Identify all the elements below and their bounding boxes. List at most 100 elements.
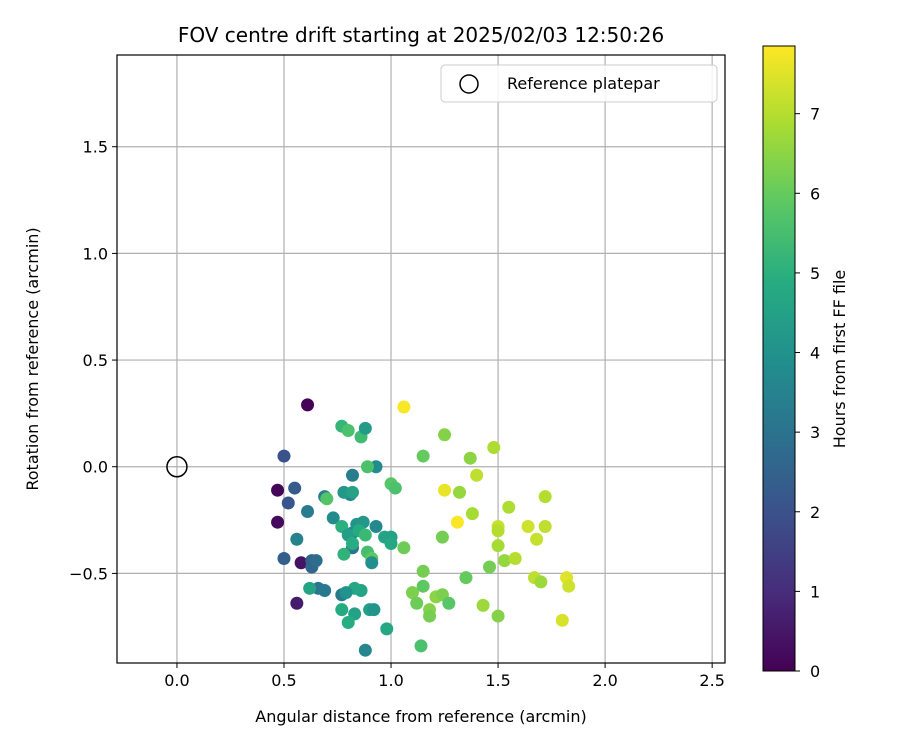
data-point [416, 449, 430, 463]
x-tick-label: 0.5 [271, 671, 296, 690]
grid-lines [117, 55, 725, 663]
data-point [290, 596, 304, 610]
data-point [405, 586, 419, 600]
data-point [463, 451, 477, 465]
y-tick-label: 1.0 [83, 244, 108, 263]
y-tick-label: 1.5 [83, 138, 108, 157]
data-point [271, 515, 285, 529]
y-tick-label: 0.5 [83, 351, 108, 370]
data-point [414, 639, 428, 653]
data-point [326, 511, 340, 525]
reference-marker [166, 455, 188, 478]
data-point [339, 586, 353, 600]
data-point [345, 468, 359, 482]
data-point [438, 483, 452, 497]
data-point [345, 485, 359, 499]
x-axis-label: Angular distance from reference (arcmin) [255, 707, 586, 726]
data-point [309, 554, 323, 568]
data-point [491, 524, 505, 538]
data-point [465, 507, 479, 521]
colorbar-tick-label: 0 [810, 662, 820, 681]
data-point [358, 421, 372, 435]
data-point [341, 615, 355, 629]
data-point [491, 539, 505, 553]
data-point [380, 622, 394, 636]
x-tick-label: 2.5 [699, 671, 724, 690]
colorbar-tick-label: 2 [810, 503, 820, 522]
legend-marker-icon [459, 74, 479, 94]
data-point [318, 583, 332, 597]
data-point [290, 532, 304, 546]
data-point [435, 530, 449, 544]
data-point [367, 603, 381, 617]
colorbar-tick-label: 3 [810, 423, 820, 442]
data-point [345, 537, 359, 551]
data-point [320, 492, 334, 506]
data-point [365, 556, 379, 570]
reference-platepar-marker [166, 455, 188, 478]
data-point [281, 496, 295, 510]
data-point [562, 579, 576, 593]
data-point [388, 481, 402, 495]
chart-title: FOV centre drift starting at 2025/02/03 … [178, 23, 664, 47]
data-point [337, 547, 351, 561]
data-point [358, 643, 372, 657]
data-point [358, 528, 372, 542]
data-point [487, 441, 501, 455]
data-point [301, 398, 315, 412]
data-point [360, 460, 374, 474]
data-point [555, 613, 569, 627]
data-point [497, 554, 511, 568]
data-point [438, 428, 452, 442]
data-point [502, 500, 516, 514]
data-point [384, 537, 398, 551]
colorbar-tick-label: 1 [810, 582, 820, 601]
data-point [301, 505, 315, 519]
data-point [303, 581, 317, 595]
data-point [476, 598, 490, 612]
data-point [534, 575, 548, 589]
data-points [271, 398, 576, 657]
x-axis-ticks: 0.0 0.5 1.0 1.5 2.0 2.5 [164, 663, 725, 690]
y-tick-label: −0.5 [69, 564, 108, 583]
data-point [410, 596, 424, 610]
data-point [271, 483, 285, 497]
colorbar: 0 1 2 3 4 5 6 7 Hours from first FF file [762, 45, 849, 681]
data-point [397, 400, 411, 414]
x-tick-label: 1.0 [378, 671, 403, 690]
colorbar-tick-label: 6 [810, 184, 820, 203]
data-point [423, 609, 437, 623]
data-point [538, 519, 552, 533]
data-point [442, 596, 456, 610]
colorbar-tick-label: 7 [810, 105, 820, 124]
data-point [470, 468, 484, 482]
data-point [508, 551, 522, 565]
data-point [530, 532, 544, 546]
colorbar-tick-label: 4 [810, 344, 820, 363]
data-point [538, 490, 552, 504]
data-point [450, 515, 464, 529]
colorbar-label: Hours from first FF file [830, 270, 849, 449]
data-point [397, 541, 411, 555]
data-point [288, 481, 302, 495]
y-tick-label: 0.0 [83, 458, 108, 477]
y-axis-label: Rotation from reference (arcmin) [23, 227, 42, 490]
x-tick-label: 0.0 [164, 671, 189, 690]
data-point [491, 609, 505, 623]
data-point [341, 423, 355, 437]
x-tick-label: 2.0 [592, 671, 617, 690]
data-point [277, 449, 291, 463]
data-point [483, 560, 497, 574]
y-axis-ticks: −0.5 0.0 0.5 1.0 1.5 [69, 138, 117, 583]
colorbar-tick-label: 5 [810, 264, 820, 283]
data-point [277, 551, 291, 565]
data-point [521, 519, 535, 533]
legend-label: Reference platepar [507, 74, 660, 93]
plot-frame [116, 54, 726, 664]
data-point [369, 519, 383, 533]
legend: Reference platepar [440, 64, 718, 103]
data-point [459, 571, 473, 585]
data-point [335, 603, 349, 617]
data-point [416, 579, 430, 593]
